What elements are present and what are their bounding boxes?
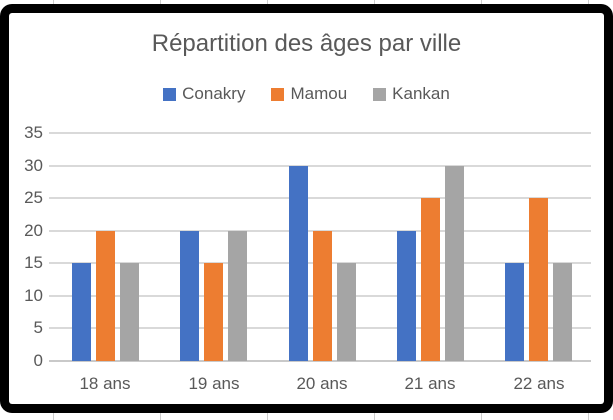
plot-area: 35 30 25 20 15 10 5 0 18 ans 19 ans 20 ans 21 ans 22…: [9, 13, 604, 404]
legend-item-kankan[interactable]: Kankan: [373, 84, 450, 104]
bar-mamou-20-ans[interactable]: [313, 231, 332, 361]
bar-conakry-20-ans[interactable]: [289, 166, 308, 361]
y-gridline: [49, 132, 591, 134]
bar-kankan-21-ans[interactable]: [445, 166, 464, 361]
bar-conakry-19-ans[interactable]: [180, 231, 199, 361]
legend-marker-icon: [163, 87, 177, 101]
spreadsheet-column-line: [374, 0, 375, 5]
spreadsheet-column-line: [53, 413, 54, 420]
bar-conakry-22-ans[interactable]: [505, 263, 524, 361]
x-axis-line: [49, 360, 591, 362]
spreadsheet-column-line: [481, 0, 482, 5]
bar-kankan-18-ans[interactable]: [120, 263, 139, 361]
y-axis-tick-label: 15: [24, 253, 43, 272]
bar-mamou-21-ans[interactable]: [421, 198, 440, 361]
spreadsheet-column-line: [481, 413, 482, 420]
legend-item-conakry[interactable]: Conakry: [163, 84, 245, 104]
chart-title[interactable]: Répartition des âges par ville: [151, 30, 462, 57]
x-axis-tick-label: 18 ans: [79, 374, 131, 393]
chart-object-frame[interactable]: Répartition des âges par ville Conakry Ma…: [0, 4, 613, 413]
bar-kankan-20-ans[interactable]: [337, 263, 356, 361]
spreadsheet-column-line: [374, 413, 375, 420]
bar-kankan-22-ans[interactable]: [553, 263, 572, 361]
x-axis-tick-label: 20 ans: [296, 374, 348, 393]
legend-item-mamou[interactable]: Mamou: [271, 84, 347, 104]
legend-label: Kankan: [392, 84, 450, 103]
spreadsheet-row-above: [0, 0, 613, 5]
bar-mamou-19-ans[interactable]: [204, 263, 223, 361]
bar-kankan-19-ans[interactable]: [228, 231, 247, 361]
y-axis-tick-label: 0: [33, 351, 43, 370]
y-axis-tick-label: 20: [24, 221, 43, 240]
spreadsheet-column-line: [160, 413, 161, 420]
bar-conakry-18-ans[interactable]: [72, 263, 91, 361]
x-axis-tick-label: 22 ans: [513, 374, 565, 393]
spreadsheet-column-line: [160, 0, 161, 5]
spreadsheet-row-below: [0, 413, 613, 420]
y-axis-tick-label: 35: [24, 123, 43, 142]
y-axis-tick-label: 25: [24, 188, 43, 207]
legend-label: Conakry: [182, 84, 246, 103]
y-axis-tick-label: 10: [24, 286, 43, 305]
legend-marker-icon: [373, 87, 387, 101]
bar-conakry-21-ans[interactable]: [397, 231, 416, 361]
legend-label: Mamou: [290, 84, 348, 103]
legend-marker-icon: [271, 87, 285, 101]
y-axis-tick-label: 30: [24, 156, 43, 175]
bar-mamou-18-ans[interactable]: [96, 231, 115, 361]
spreadsheet-column-line: [267, 0, 268, 5]
spreadsheet-column-line: [267, 413, 268, 420]
y-gridline: [49, 197, 591, 199]
y-axis-tick-label: 5: [33, 318, 43, 337]
spreadsheet-column-line: [588, 0, 589, 5]
chart-legend: Conakry Mamou Kankan: [9, 83, 604, 105]
chart-area[interactable]: Répartition des âges par ville Conakry Ma…: [9, 13, 604, 404]
x-axis-tick-label: 19 ans: [188, 374, 240, 393]
spreadsheet-column-line: [53, 0, 54, 5]
bar-mamou-22-ans[interactable]: [529, 198, 548, 361]
x-axis-tick-label: 21 ans: [404, 374, 456, 393]
y-gridline: [49, 165, 591, 167]
spreadsheet-column-line: [588, 413, 589, 420]
